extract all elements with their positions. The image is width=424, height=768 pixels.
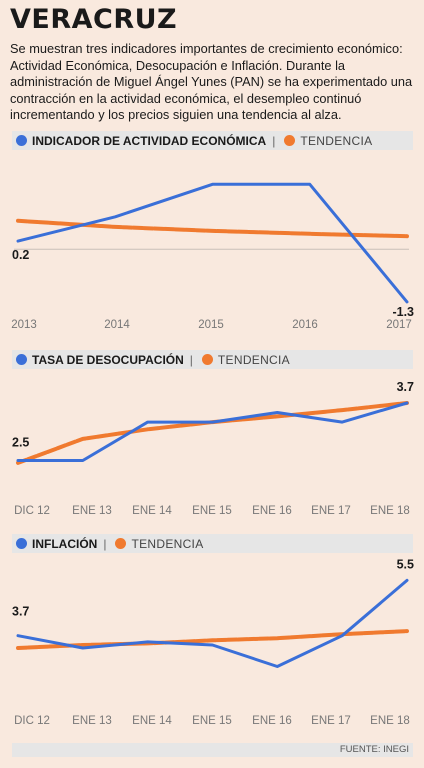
series-dot-icon: [16, 135, 27, 146]
x-tick-label: 2016: [292, 319, 318, 331]
legend-separator: |: [189, 352, 193, 367]
x-tick-label: ENE 13: [72, 505, 112, 517]
data-label: 5.5: [397, 557, 414, 571]
chart2-series-label: TASA DE DESOCUPACIÓN: [32, 352, 184, 367]
trend-line: [16, 401, 409, 465]
chart3-trend-label: TENDENCIA: [131, 536, 204, 551]
chart1-legend: INDICADOR DE ACTIVIDAD ECONÓMICA | TENDE…: [12, 131, 413, 150]
x-tick-label: 2017: [386, 319, 412, 331]
x-tick-label: 2013: [11, 319, 37, 331]
source-text: FUENTE: INEGI: [339, 744, 409, 755]
x-tick-label: ENE 18: [370, 715, 410, 727]
data-label: 2.5: [12, 435, 29, 449]
chart3-series-label: INFLACIÓN: [32, 536, 98, 551]
chart2-trend-label: TENDENCIA: [217, 352, 290, 367]
legend-separator: |: [272, 133, 276, 148]
trend-dot-icon: [201, 354, 213, 365]
source-note: FUENTE: INEGI: [12, 743, 413, 757]
data-label: 3.7: [397, 380, 414, 394]
x-tick-label: ENE 14: [132, 505, 172, 517]
x-tick-label: DIC 12: [14, 505, 50, 517]
chart-activity: 2013 2014 2015 2016 2017 0.2 -1.3: [11, 182, 414, 331]
x-tick-label: ENE 14: [132, 715, 172, 727]
x-tick-label: ENE 17: [311, 715, 351, 727]
data-label: 0.2: [12, 248, 29, 262]
x-tick-label: ENE 13: [72, 715, 112, 727]
trend-line: [16, 218, 409, 239]
x-tick-label: 2015: [198, 319, 224, 331]
series-line: [16, 578, 409, 668]
series-dot-icon: [16, 538, 27, 549]
legend-separator: |: [103, 536, 107, 551]
x-tick-label: ENE 18: [370, 505, 410, 517]
chart1-series-label: INDICADOR DE ACTIVIDAD ECONÓMICA: [32, 133, 267, 148]
chart-inflation: DIC 12 ENE 13 ENE 14 ENE 15 ENE 16 ENE 17 ENE …: [12, 557, 414, 727]
x-tick-label: DIC 12: [14, 715, 50, 727]
series-line: [16, 401, 409, 462]
trend-dot-icon: [115, 538, 127, 549]
page-title: VERACRUZ: [10, 4, 178, 35]
x-tick-label: ENE 16: [252, 505, 292, 517]
x-tick-label: ENE 16: [252, 715, 292, 727]
data-label: -1.3: [392, 305, 414, 319]
series-line: [16, 182, 409, 304]
chart2-legend: TASA DE DESOCUPACIÓN | TENDENCIA: [12, 350, 413, 369]
chart1-trend-label: TENDENCIA: [300, 133, 373, 148]
trend-dot-icon: [284, 135, 296, 146]
chart-unemployment: DIC 12 ENE 13 ENE 14 ENE 15 ENE 16 ENE 17 ENE …: [12, 380, 414, 517]
x-tick-label: 2014: [104, 319, 130, 331]
x-tick-label: ENE 15: [192, 715, 232, 727]
data-label: 3.7: [12, 605, 29, 619]
series-dot-icon: [16, 354, 27, 365]
intro-text: Se muestran tres indicadores importantes…: [10, 41, 413, 123]
x-tick-label: ENE 15: [192, 505, 232, 517]
x-tick-label: ENE 17: [311, 505, 351, 517]
chart3-legend: INFLACIÓN | TENDENCIA: [12, 534, 413, 553]
